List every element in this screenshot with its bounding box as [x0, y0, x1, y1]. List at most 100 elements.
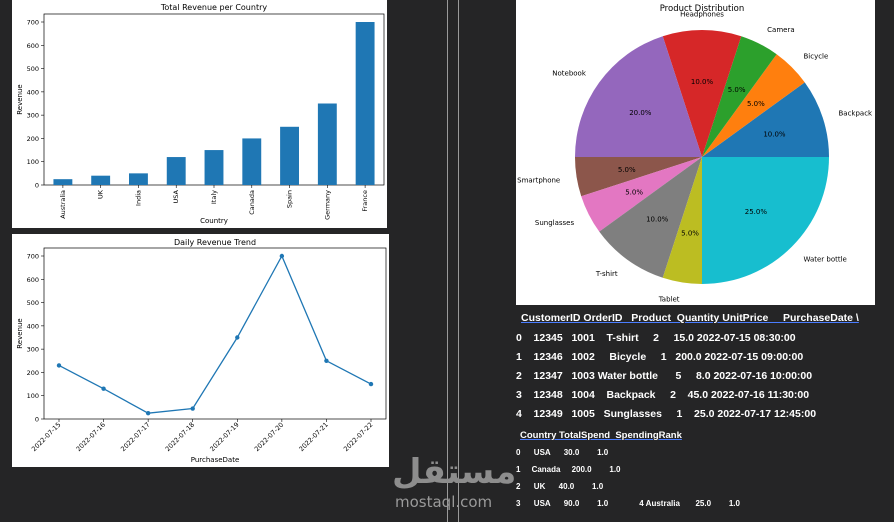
slice-percent-label: 10.0%	[691, 78, 714, 86]
x-tick-label: USA	[172, 189, 180, 203]
pie-slice	[575, 157, 702, 197]
y-tick-label: 200	[27, 369, 39, 377]
x-tick-label: 2022-07-18	[164, 421, 196, 453]
column-divider	[447, 0, 448, 522]
x-tick-label: Canada	[248, 190, 256, 215]
y-tick-label: 600	[27, 42, 39, 50]
data-point	[279, 253, 285, 259]
watermark-arabic: مستقل	[392, 452, 517, 492]
orders-table-row: 4 12349 1005 Sunglasses 1 25.0 2022-07-1…	[516, 408, 817, 420]
spending-table-row: 2 UK 40.0 1.0	[516, 482, 604, 491]
data-point	[56, 363, 62, 368]
pie-slice	[662, 30, 742, 158]
x-tick-label: 2022-07-19	[208, 421, 240, 453]
y-tick-label: 100	[27, 392, 39, 400]
pie-slice	[581, 157, 702, 232]
y-tick-label: 600	[27, 276, 39, 284]
pie-chart-panel: Product Distribution Backpack 10.0% Bicycle…	[516, 0, 875, 305]
x-tick-label: Spain	[286, 190, 294, 208]
y-tick-label: 300	[27, 346, 39, 354]
x-tick-label: Italy	[210, 190, 218, 204]
data-point	[145, 410, 151, 416]
slice-label: Water bottle	[803, 255, 846, 263]
x-tick-label: Australia	[59, 190, 67, 219]
bar	[129, 173, 148, 185]
data-point	[368, 381, 374, 387]
bar-chart: Total Revenue per Country 0 100 200 300 400 50…	[16, 3, 385, 225]
column-divider	[458, 0, 459, 522]
slice-percent-label: 5.0%	[728, 86, 746, 94]
orders-table-row: 3 12348 1004 Backpack 2 45.0 2022-07-16 …	[516, 389, 810, 401]
bar	[355, 22, 375, 185]
x-axis-label: PurchaseDate	[191, 456, 240, 464]
series-line	[58, 254, 372, 414]
y-axis-label: Revenue	[16, 318, 24, 349]
spending-table-row: 1 Canada 200.0 1.0	[516, 465, 621, 474]
slice-label: Smartphone	[517, 176, 560, 184]
y-axis-label: Revenue	[16, 84, 24, 115]
data-point	[101, 386, 106, 391]
x-tick-label: 2022-07-21	[297, 421, 329, 453]
data-point	[235, 335, 240, 340]
y-tick-label: 0	[35, 182, 39, 190]
slice-label: Sunglasses	[535, 219, 575, 227]
pie-slice	[702, 36, 777, 158]
orders-table-row: 0 12345 1001 T-shirt 2 15.0 2022-07-15 0…	[516, 332, 796, 344]
slice-label: Notebook	[552, 70, 587, 78]
spending-table-row: 3 USA 90.0 1.0 4 Australia 25.0 1.0	[516, 499, 740, 508]
pie-slice	[599, 157, 702, 278]
orders-table-header: CustomerID OrderID Product Quantity Unit…	[521, 312, 859, 324]
y-tick-label: 400	[27, 88, 39, 96]
x-tick-label: 2022-07-22	[342, 421, 374, 453]
plot-frame	[43, 247, 387, 420]
slice-label: Camera	[767, 26, 794, 34]
slice-percent-label: 10.0%	[646, 216, 669, 224]
orders-table-row: 1 12346 1002 Bicycle 1 200.0 2022-07-15 …	[516, 351, 804, 363]
x-tick-label: 2022-07-17	[119, 421, 151, 453]
bar	[280, 126, 299, 185]
x-tick-label: 2022-07-15	[30, 421, 62, 453]
y-tick-label: 700	[27, 19, 39, 27]
spending-table-header: Country TotalSpend SpendingRank	[520, 430, 682, 441]
x-tick-label: 2022-07-20	[253, 421, 285, 453]
bar-chart-panel: Total Revenue per Country 0 100 200 300 400 50…	[12, 0, 387, 228]
slice-label: T-shirt	[595, 270, 618, 278]
slice-percent-label: 10.0%	[763, 130, 786, 138]
y-tick-label: 500	[27, 65, 39, 73]
pie-slice	[702, 82, 829, 157]
y-tick-label: 100	[27, 158, 39, 166]
x-tick-label: 2022-07-16	[75, 421, 107, 453]
y-tick-label: 500	[27, 299, 39, 307]
bar	[91, 175, 111, 185]
x-axis-label: Country	[200, 217, 228, 225]
data-point	[324, 358, 329, 363]
bar	[166, 157, 186, 185]
pie-chart: Product Distribution Backpack 10.0% Bicycle…	[517, 4, 873, 304]
orders-table-row: 2 12347 1003 Water bottle 5 8.0 2022-07-…	[516, 370, 813, 382]
slice-label: Headphones	[680, 10, 724, 18]
chart-title: Daily Revenue Trend	[174, 238, 256, 247]
line-chart-panel: Daily Revenue Trend 0 100 200 300 400 500 600 70…	[12, 234, 389, 467]
line-chart: Daily Revenue Trend 0 100 200 300 400 500 600 70…	[16, 238, 387, 464]
pie-slice	[575, 36, 702, 158]
watermark-latin: mostaql.com	[395, 493, 493, 511]
x-tick-label: UK	[97, 189, 105, 199]
slice-percent-label: 5.0%	[625, 189, 643, 197]
y-tick-label: 300	[27, 112, 39, 120]
y-tick-label: 700	[27, 253, 39, 261]
bar	[242, 138, 262, 185]
pie-slice	[702, 54, 805, 158]
chart-title: Total Revenue per Country	[160, 3, 267, 12]
bar	[53, 179, 73, 185]
slice-percent-label: 5.0%	[681, 229, 699, 237]
pie-slice	[702, 157, 829, 284]
slice-label: Backpack	[838, 110, 873, 118]
data-point	[190, 406, 195, 411]
slice-percent-label: 5.0%	[618, 166, 636, 174]
slice-percent-label: 5.0%	[747, 100, 765, 108]
slice-percent-label: 20.0%	[629, 109, 652, 117]
chart-title: Product Distribution	[660, 4, 745, 14]
slice-label: Tablet	[658, 296, 680, 304]
x-tick-label: France	[361, 190, 369, 212]
spending-table-row: 0 USA 30.0 1.0	[516, 448, 609, 457]
